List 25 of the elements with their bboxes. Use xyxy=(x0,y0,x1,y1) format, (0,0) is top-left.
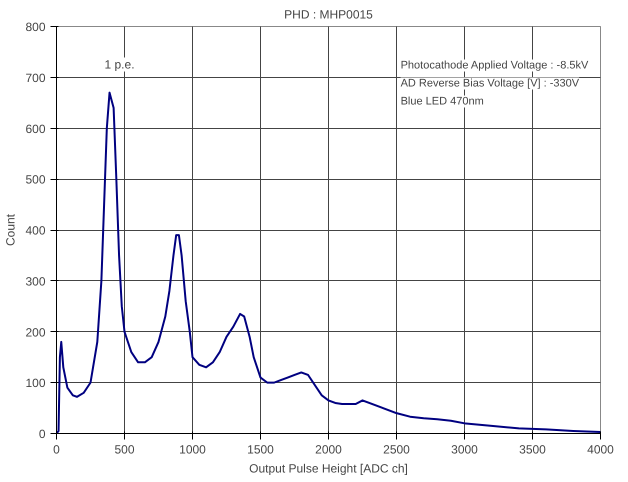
x-tick-label: 4000 xyxy=(587,442,614,456)
annotation: 1 p.e. xyxy=(104,58,135,72)
annotation: AD Reverse Bias Voltage [V] : -330V xyxy=(400,78,580,90)
y-tick-label: 300 xyxy=(25,274,46,288)
x-tick-label: 2000 xyxy=(315,442,342,456)
x-axis-title: Output Pulse Height [ADC ch] xyxy=(249,462,408,476)
y-tick-label: 400 xyxy=(25,224,46,238)
y-tick-label: 600 xyxy=(25,122,46,136)
x-tick-label: 1000 xyxy=(179,442,206,456)
y-tick-label: 700 xyxy=(25,70,46,85)
x-tick-label: 0 xyxy=(53,442,60,456)
y-tick-label: 500 xyxy=(25,172,46,187)
x-tick-label: 2500 xyxy=(383,442,410,456)
annotation: Blue LED 470nm xyxy=(400,96,484,108)
chart-title: PHD : MHP0015 xyxy=(284,8,374,22)
x-tick-label: 3500 xyxy=(519,442,546,456)
y-tick-label: 800 xyxy=(25,20,46,34)
y-axis-title: Count xyxy=(3,213,18,246)
x-tick-label: 1500 xyxy=(247,442,274,456)
y-tick-label: 200 xyxy=(25,325,46,340)
x-tick-label: 3000 xyxy=(451,442,478,456)
y-tick-label: 0 xyxy=(38,427,46,441)
y-tick-label: 100 xyxy=(25,376,46,390)
annotation: Photocathode Applied Voltage : -8.5kV xyxy=(400,60,589,72)
x-tick-label: 500 xyxy=(114,442,135,456)
